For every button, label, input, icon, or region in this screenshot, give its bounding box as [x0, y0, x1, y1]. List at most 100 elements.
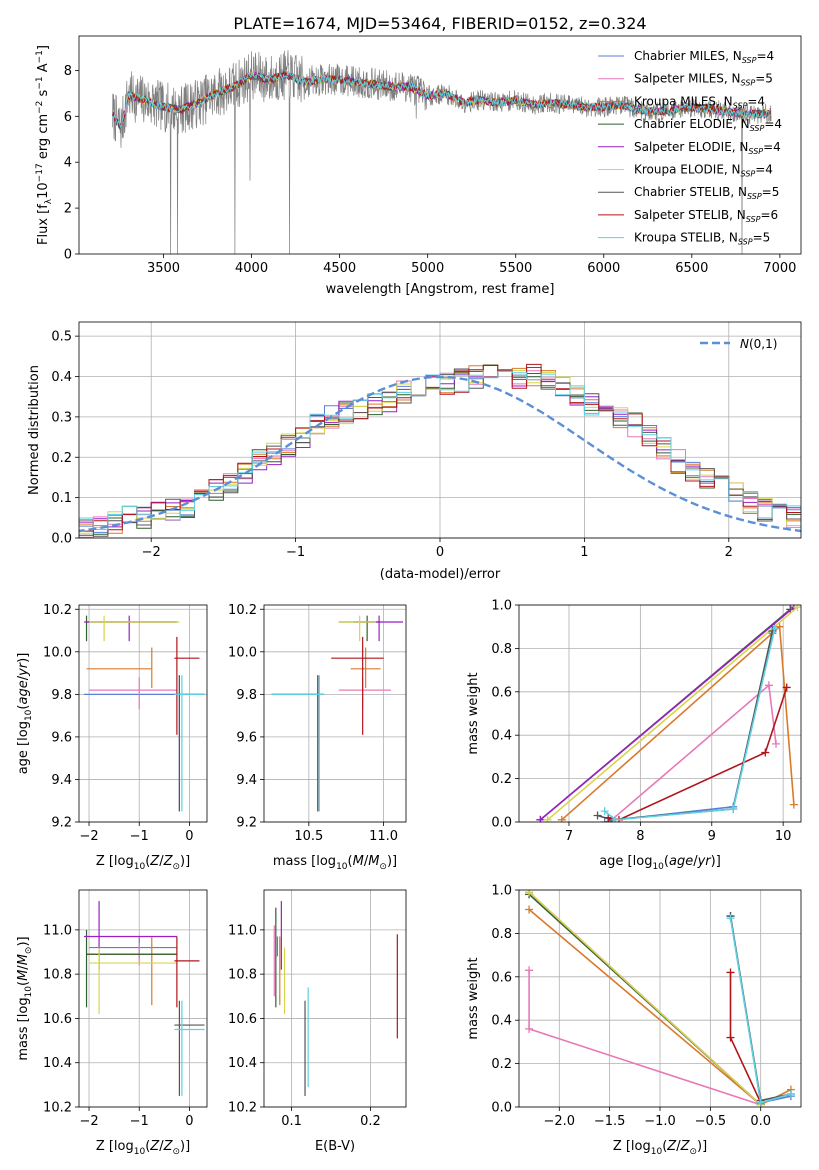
- x-tick-label: 5000: [411, 261, 444, 276]
- panel-mass-weight-vs-Z: −2.0 −1.5 −1.0 −0.5 0.0 0.0 0.2 0.4 0.6 0.8 1.0 Z […: [466, 884, 802, 1157]
- x-axis-label: E(B-V): [315, 1139, 355, 1154]
- y-tick-label: 0.5: [51, 330, 72, 345]
- x-tick-label: 0: [185, 1114, 193, 1129]
- axes-frame: [78, 604, 208, 823]
- y-tick-label: 9.8: [236, 688, 257, 703]
- plot-area-age-vs-Z: [84, 615, 205, 812]
- errorbar-point: [350, 647, 381, 688]
- y-tick-label: 10.6: [43, 1012, 72, 1027]
- y-tick-label: 9.4: [51, 773, 72, 788]
- mass-weight-marker: [726, 1033, 735, 1042]
- mass-weight-marker: [789, 800, 798, 809]
- y-tick-label: 6: [64, 110, 72, 125]
- axes-frame: [263, 604, 407, 823]
- y-tick-label: 0.0: [491, 816, 512, 831]
- plot-area-residuals: [79, 363, 801, 538]
- x-tick-label: −1: [130, 1114, 149, 1129]
- mass-weight-marker: [729, 804, 738, 813]
- x-tick-label: 10: [775, 829, 792, 844]
- y-tick-label: 0.6: [491, 685, 512, 700]
- mass-weight-marker: [770, 624, 779, 633]
- mass-weight-line: [528, 891, 762, 1106]
- y-tick-label: 9.6: [236, 730, 257, 745]
- x-tick-label: 0.2: [360, 1114, 381, 1129]
- plot-area-mass-weight-vs-age: [536, 605, 801, 822]
- x-tick-label: 5500: [499, 261, 532, 276]
- y-tick-label: 10.4: [43, 1056, 72, 1071]
- mass-weight-marker: [600, 818, 609, 822]
- model-spectrum-line: [112, 70, 772, 130]
- mass-weight-marker: [726, 914, 735, 923]
- x-tick-label: 0.0: [750, 1114, 771, 1129]
- y-tick-label: 10.2: [43, 603, 72, 618]
- mass-weight-marker: [557, 815, 566, 822]
- panels: 3500 4000 4500 5000 5500 6000 6500 700002468wav…: [16, 35, 802, 1157]
- y-tick-label: 0.0: [491, 1101, 512, 1116]
- legend-entry: Chabrier STELIB, NSSP=5: [634, 185, 779, 201]
- legend-entry: Kroupa STELIB, NSSP=5: [634, 231, 770, 247]
- x-axis-label: mass [log10(M/M⊙)]: [273, 854, 397, 872]
- x-tick-label: −2: [142, 545, 161, 560]
- errorbar-point: [174, 1000, 205, 1096]
- axes-frame: [518, 889, 802, 1108]
- x-tick-label: −2: [79, 829, 98, 844]
- y-tick-label: 9.2: [236, 816, 257, 831]
- mass-weight-line: [604, 628, 776, 821]
- y-tick-label: 0: [64, 248, 72, 263]
- mass-weight-marker: [536, 815, 545, 822]
- y-tick-label: 10.0: [228, 645, 257, 660]
- x-axis-label: wavelength [Angstrom, rest frame]: [326, 282, 555, 297]
- figure-title: PLATE=1674, MJD=53464, FIBERID=0152, z=0…: [233, 14, 646, 33]
- panel-age-vs-mass: 10.5 11.0 9.2 9.4 9.6 9.8 10.0 10.2 mass [log10(…: [228, 603, 407, 872]
- y-tick-label: 10.8: [228, 968, 257, 983]
- axes-frame: [78, 889, 208, 1108]
- mass-weight-marker: [525, 890, 534, 897]
- y-tick-label: 10.2: [228, 1101, 257, 1116]
- y-tick-label: 1.0: [491, 599, 512, 614]
- errorbar-point: [89, 947, 177, 1014]
- axes-frame: [263, 889, 407, 1108]
- y-tick-label: 9.4: [236, 773, 257, 788]
- errorbar-point: [271, 675, 324, 812]
- y-tick-label: 0.3: [51, 410, 72, 425]
- legend-entry: Chabrier ELODIE, NSSP=4: [634, 117, 782, 133]
- errorbar-point: [338, 615, 377, 642]
- mass-weight-marker: [726, 968, 735, 977]
- mass-weight-marker: [761, 748, 770, 757]
- x-tick-label: −1.0: [644, 1114, 676, 1129]
- y-axis-label: mass weight: [466, 957, 481, 1039]
- mass-weight-marker: [786, 1089, 795, 1098]
- x-tick-label: 4500: [323, 261, 356, 276]
- y-tick-label: 0.4: [51, 370, 72, 385]
- x-axis-label: age [log10(age/yr)]: [599, 854, 721, 872]
- y-tick-label: 0.8: [491, 642, 512, 657]
- panel-spectrum: 3500 4000 4500 5000 5500 6000 6500 7000 0 2 4 6 8 wav…: [35, 35, 802, 297]
- legend-entry: Kroupa MILES, NSSP=4: [634, 94, 765, 110]
- x-tick-label: −1.5: [594, 1114, 626, 1129]
- axes-frame: [518, 604, 802, 823]
- plot-area-spectrum: [112, 50, 772, 254]
- y-tick-label: 10.4: [228, 1056, 257, 1071]
- errorbar-point: [86, 647, 153, 688]
- plot-area-mass-weight-vs-Z: [525, 890, 795, 1107]
- y-tick-label: 0.2: [51, 451, 72, 466]
- mass-weight-marker: [764, 681, 773, 690]
- y-tick-label: 4: [64, 156, 72, 171]
- y-tick-label: 9.8: [51, 688, 72, 703]
- y-tick-label: 8: [64, 64, 72, 79]
- gaussian-reference-line: [79, 375, 801, 533]
- y-tick-label: 1.0: [491, 884, 512, 899]
- errorbar-point: [174, 675, 205, 812]
- errorbar-point: [331, 636, 384, 735]
- x-tick-label: 6000: [587, 261, 620, 276]
- mass-weight-marker: [525, 905, 534, 914]
- x-axis-label: Z [log10(Z/Z⊙)]: [613, 1139, 707, 1157]
- panel-residuals: −2 −1 0 1 2 0.0 0.1 0.2 0.3 0.4 0.5 (data-model)/er…: [27, 321, 802, 582]
- y-tick-label: 0.6: [491, 970, 512, 985]
- y-tick-label: 10.8: [43, 968, 72, 983]
- y-axis-label: age [log10(age/yr)]: [16, 653, 34, 775]
- errorbar-point: [85, 929, 177, 1008]
- mass-weight-marker: [593, 811, 602, 820]
